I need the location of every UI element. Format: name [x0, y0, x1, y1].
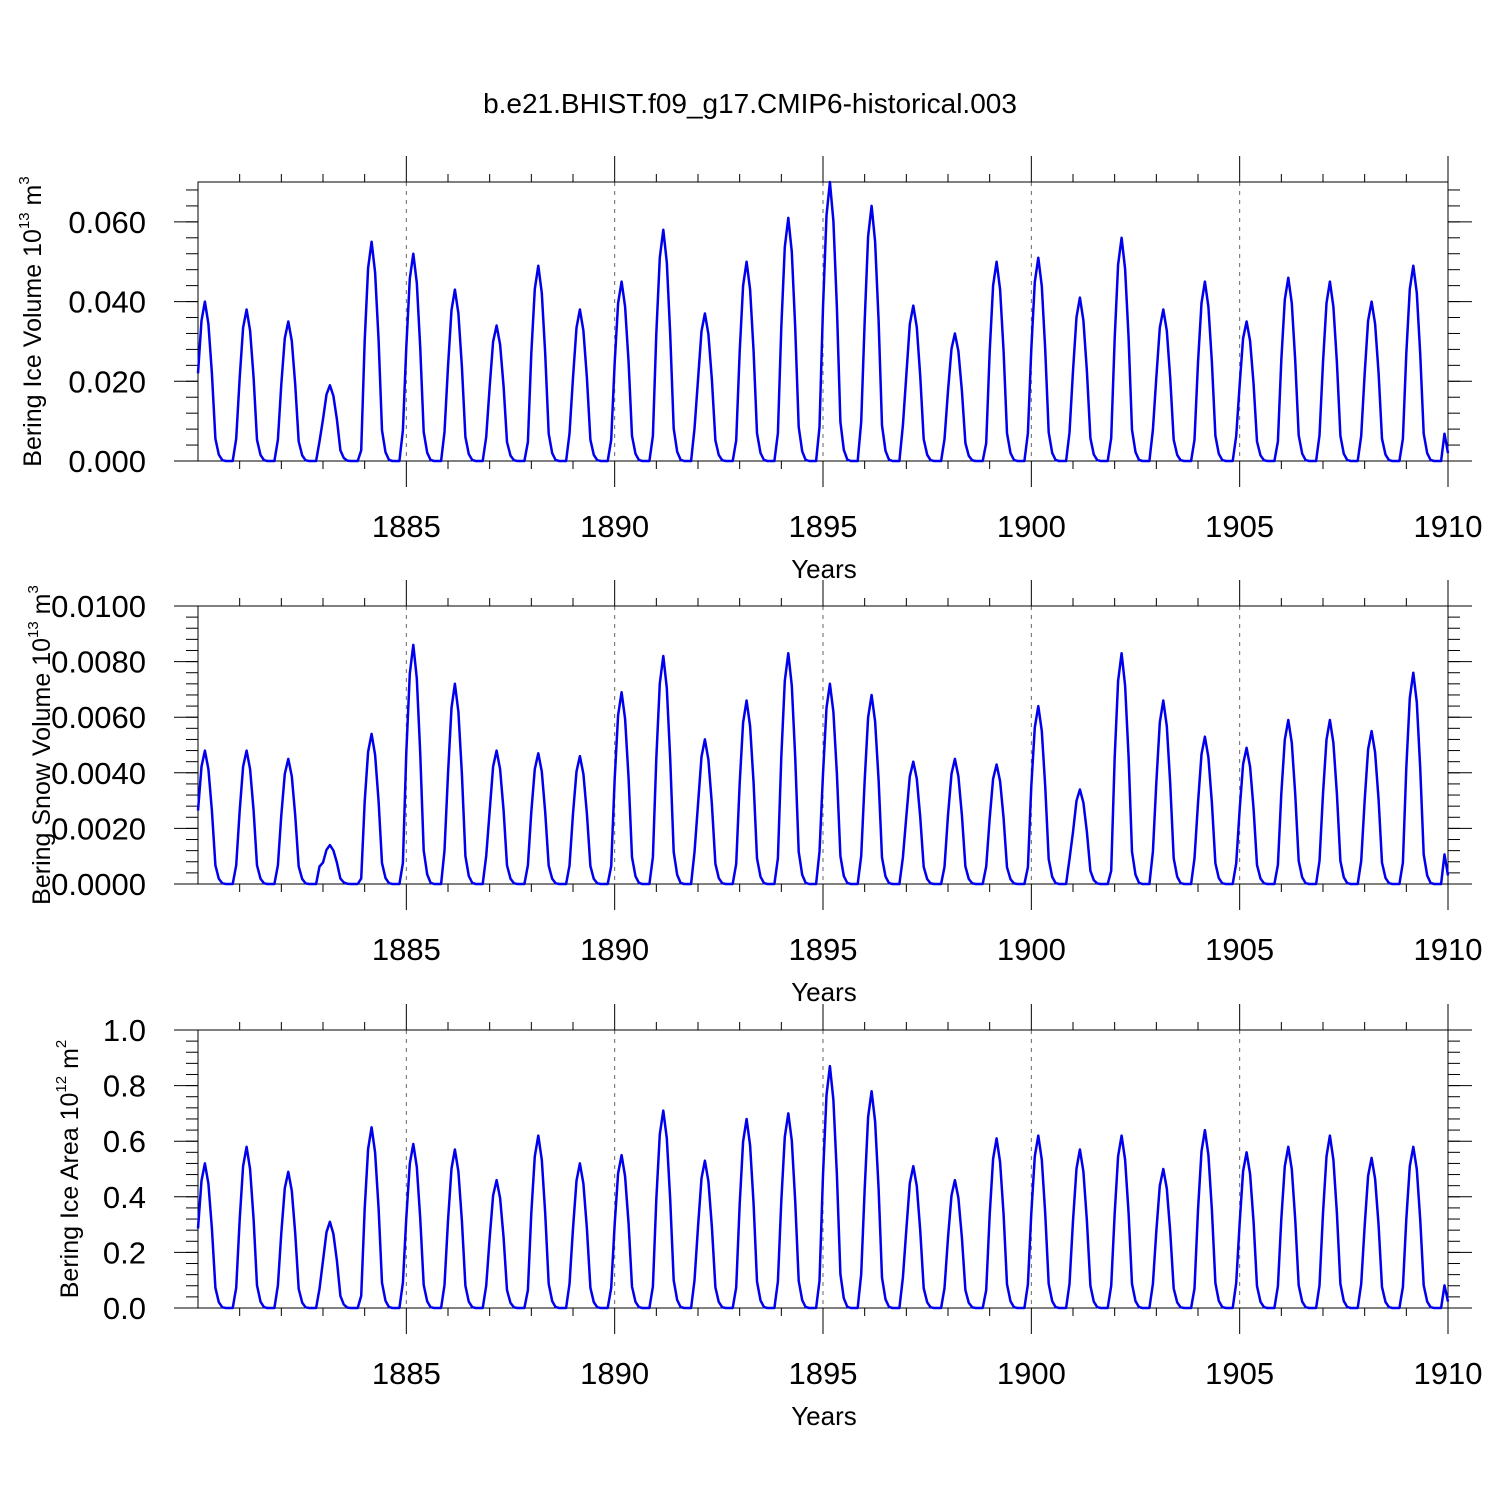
x-tick-label: 1895: [789, 509, 858, 544]
y-axis-title-exp: 13: [25, 621, 42, 638]
y-axis-title-exp: 13: [16, 212, 33, 229]
y-tick-label: 0.040: [68, 285, 146, 320]
x-tick-label: 1910: [1414, 509, 1483, 544]
y-tick-label: 0.4: [103, 1180, 146, 1215]
y-tick-label: 0.020: [68, 364, 146, 399]
y-axis-title-unit: m: [28, 594, 56, 622]
x-tick-label: 1895: [789, 932, 858, 967]
y-tick-label: 0.0: [103, 1291, 146, 1326]
y-tick-label: 0.060: [68, 205, 146, 240]
y-axis-title-unit: m: [56, 1048, 84, 1076]
x-tick-label: 1890: [580, 932, 649, 967]
y-tick-label: 0.000: [68, 444, 146, 479]
x-tick-label: 1900: [997, 509, 1066, 544]
x-axis-title: Years: [791, 554, 857, 584]
panel-2: 1885 1890 1895 1900 1905 1910 0.0000 0.0020 0.00…: [25, 580, 1482, 1007]
chart-title: b.e21.BHIST.f09_g17.CMIP6-historical.003: [483, 88, 1017, 119]
x-tick-label: 1905: [1205, 932, 1274, 967]
x-tick-label: 1910: [1414, 932, 1483, 967]
y-axis-title: Bering Ice Area 1012 m2: [53, 1040, 84, 1299]
y-tick-label: 0.6: [103, 1124, 146, 1159]
y-tick-label: 0.0100: [51, 589, 146, 624]
plot-frame: [197, 181, 1449, 462]
y-tick-label: 0.0080: [51, 645, 146, 680]
y-tick-label: 1.0: [103, 1013, 146, 1048]
y-axis-title-unit-exp: 2: [53, 1040, 70, 1048]
panel-1: 1885 1890 1895 1900 1905 1910 0.000 0.020 0.040 0…: [16, 156, 1482, 584]
x-axis-title: Years: [791, 1401, 857, 1431]
y-tick-label: 0.0020: [51, 811, 146, 846]
series-line: [196, 180, 1450, 463]
y-tick-label: 0.0000: [51, 867, 146, 902]
y-tick-label: 0.8: [103, 1069, 146, 1104]
y-tick-label: 0.0060: [51, 700, 146, 735]
y-axis-title: Bering Ice Volume 1013 m3: [16, 176, 47, 466]
y-axis-title-main: Bering Ice Area 10: [56, 1093, 84, 1299]
y-axis-title: Bering Snow Volume 1013 m3: [25, 585, 56, 905]
y-axis-title-unit-exp: 3: [16, 176, 33, 184]
x-tick-label: 1885: [372, 932, 441, 967]
y-axis-title-exp: 12: [53, 1076, 70, 1093]
plot-frame: [197, 605, 1449, 885]
y-axis-title-unit: m: [19, 185, 47, 213]
y-axis-title-main: Bering Ice Volume 10: [19, 229, 47, 467]
x-tick-label: 1905: [1205, 1356, 1274, 1391]
series-line: [196, 1064, 1450, 1310]
plot-frame: [197, 1029, 1449, 1309]
x-tick-label: 1900: [997, 1356, 1066, 1391]
y-tick-label: 0.0040: [51, 756, 146, 791]
x-tick-label: 1895: [789, 1356, 858, 1391]
series-line: [196, 643, 1450, 886]
x-tick-label: 1890: [580, 1356, 649, 1391]
x-tick-label: 1890: [580, 509, 649, 544]
x-tick-label: 1905: [1205, 509, 1274, 544]
x-tick-label: 1885: [372, 509, 441, 544]
x-tick-label: 1885: [372, 1356, 441, 1391]
y-tick-label: 0.2: [103, 1235, 146, 1270]
x-tick-label: 1910: [1414, 1356, 1483, 1391]
x-tick-label: 1900: [997, 932, 1066, 967]
panel-3: 1885 1890 1895 1900 1905 1910 0.0 0.2 0.4 0.6 0.8 1…: [53, 1004, 1482, 1431]
x-axis-title: Years: [791, 977, 857, 1007]
y-axis-title-main: Bering Snow Volume 10: [28, 638, 56, 905]
y-axis-title-unit-exp: 3: [25, 585, 42, 593]
